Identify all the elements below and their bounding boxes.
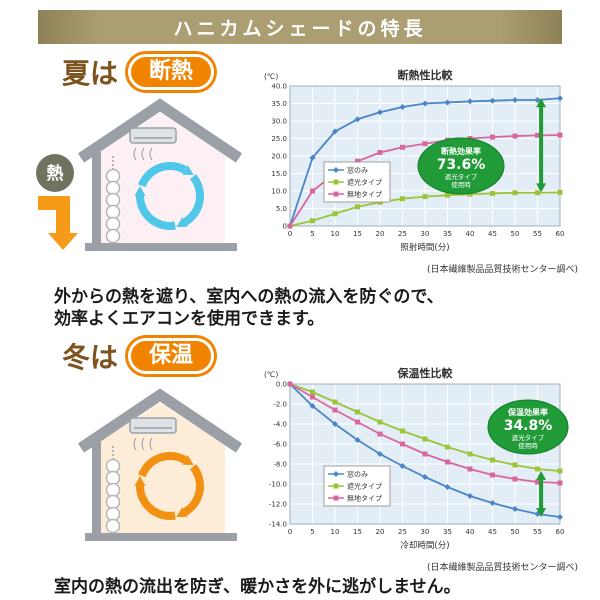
heat-label: 熱 (47, 163, 64, 184)
summer-label: 夏は (62, 57, 119, 90)
chart-source: (日本繊維製品品質技術センター調べ) (426, 265, 578, 275)
page-title: ハニカムシェードの特長 (173, 17, 427, 40)
effect-rate-badge (417, 137, 505, 195)
heat-arrow-icon (38, 196, 78, 250)
svg-text:0.0: 0.0 (276, 381, 287, 389)
insulation-comparison-chart: 断熱性比較 (℃) 0 5.0 10.0 15.0 20.0 25.0 30.0 35.0 40.0… (264, 68, 565, 253)
svg-text:5.0: 5.0 (276, 205, 287, 213)
svg-text:窓のみ: 窓のみ (347, 470, 368, 479)
air-conditioner-icon (129, 417, 177, 451)
svg-text:遮光タイプ: 遮光タイプ (347, 482, 382, 491)
svg-text:0: 0 (288, 230, 292, 238)
winter-description: 室内の熱の流出を防ぎ、暖かさを外に逃がしません。 (54, 576, 461, 598)
svg-text:40: 40 (466, 230, 475, 238)
svg-text:35: 35 (443, 528, 452, 536)
svg-text:10: 10 (331, 528, 340, 536)
svg-text:-8.0: -8.0 (273, 461, 287, 469)
svg-text:5: 5 (310, 528, 314, 536)
svg-text:30: 30 (421, 528, 430, 536)
svg-text:遮光タイプ: 遮光タイプ (347, 178, 382, 187)
svg-text:10: 10 (331, 230, 340, 238)
svg-text:保温効果率: 保温効果率 (507, 407, 548, 417)
svg-text:冷却時間(分): 冷却時間(分) (400, 540, 449, 551)
svg-text:10.0: 10.0 (271, 188, 287, 196)
summer-description-line: 効率よくエアコンを使用できます。 (54, 309, 325, 330)
summer-insulation-badge: 断熱 (128, 53, 215, 91)
warm-air-cycle-icon (134, 452, 205, 520)
cool-air-cycle-icon (134, 162, 205, 230)
svg-text:20: 20 (376, 528, 385, 536)
svg-text:30.0: 30.0 (271, 118, 287, 126)
house (77, 388, 243, 541)
svg-text:使用時: 使用時 (451, 180, 471, 189)
svg-text:15: 15 (353, 230, 362, 238)
svg-text:20: 20 (376, 230, 385, 238)
svg-text:断熱効果率: 断熱効果率 (441, 146, 481, 156)
svg-text:60: 60 (556, 528, 565, 536)
svg-text:(℃): (℃) (264, 370, 278, 379)
air-conditioner-icon (129, 127, 177, 161)
winter-retention-badge: 保温 (128, 337, 215, 375)
summer-description: 外からの熱を遮り、室内への熱の流入を防ぐので、 効率よくエアコンを使用できます。 (54, 286, 444, 330)
summer-heading: 夏は 断熱 (62, 52, 215, 92)
svg-text:25.0: 25.0 (271, 135, 287, 143)
svg-text:30: 30 (421, 230, 430, 238)
winter-heading: 冬は 保温 (62, 336, 215, 376)
summer-description-line: 外からの熱を遮り、室内への熱の流入を防ぐので、 (54, 287, 444, 307)
svg-text:34.8%: 34.8% (504, 418, 553, 434)
svg-text:55: 55 (533, 230, 542, 238)
svg-text:40.0: 40.0 (271, 83, 287, 91)
svg-text:-14.0: -14.0 (269, 521, 287, 529)
svg-text:無地タイプ: 無地タイプ (347, 190, 382, 199)
svg-text:遮光タイプ: 遮光タイプ (445, 172, 478, 181)
svg-text:50: 50 (511, 528, 520, 536)
page-title-banner: ハニカムシェードの特長 (38, 10, 562, 44)
svg-text:35: 35 (443, 230, 452, 238)
heat-icon: 熱 (36, 154, 74, 192)
retention-comparison-chart: 保温性比較 (℃) 0.0 -2.0 -4.0 -6.0 -8.0 -10.0 -12.0 -14… (264, 366, 569, 551)
svg-text:遮光タイプ: 遮光タイプ (512, 433, 545, 442)
winter-label: 冬は (62, 341, 119, 374)
svg-text:窓のみ: 窓のみ (347, 166, 368, 175)
svg-text:-6.0: -6.0 (273, 441, 287, 449)
svg-text:保温性比較: 保温性比較 (397, 366, 454, 380)
winter-house-illustration (77, 388, 243, 541)
svg-text:55: 55 (533, 528, 542, 536)
svg-text:0: 0 (288, 528, 292, 536)
honeycomb-shade-icon (105, 446, 121, 534)
svg-text:使用時: 使用時 (518, 441, 538, 450)
svg-text:-12.0: -12.0 (269, 501, 287, 509)
svg-text:0: 0 (283, 223, 287, 231)
svg-text:15: 15 (353, 528, 362, 536)
chart-source: (日本繊維製品品質技術センター調べ) (426, 563, 578, 573)
summer-house-illustration: 熱 (36, 98, 243, 251)
svg-text:20.0: 20.0 (271, 153, 287, 161)
svg-text:50: 50 (511, 230, 520, 238)
svg-text:15.0: 15.0 (271, 170, 287, 178)
svg-text:(℃): (℃) (264, 72, 278, 81)
insulation-chart-block: 断熱性比較 (℃) 0 5.0 10.0 15.0 20.0 25.0 30.0 35.0 40.0… (256, 66, 578, 275)
retention-chart-block: 保温性比較 (℃) 0.0 -2.0 -4.0 -6.0 -8.0 -10.0 -12.0 -14… (256, 364, 578, 573)
svg-text:35.0: 35.0 (271, 100, 287, 108)
honeycomb-shade-icon (105, 156, 121, 244)
svg-text:-2.0: -2.0 (273, 401, 287, 409)
svg-text:45: 45 (488, 528, 497, 536)
svg-text:45: 45 (488, 230, 497, 238)
svg-text:5: 5 (310, 230, 314, 238)
svg-text:25: 25 (398, 528, 407, 536)
svg-text:25: 25 (398, 230, 407, 238)
effect-rate-badge (487, 399, 569, 455)
svg-text:-10.0: -10.0 (269, 481, 287, 489)
svg-text:73.6%: 73.6% (437, 157, 486, 173)
svg-text:照射時間(分): 照射時間(分) (400, 242, 449, 253)
winter-description-line: 室内の熱の流出を防ぎ、暖かさを外に逃がしません。 (54, 577, 461, 597)
svg-text:無地タイプ: 無地タイプ (347, 494, 382, 503)
svg-text:60: 60 (556, 230, 565, 238)
house (77, 98, 243, 251)
svg-text:-4.0: -4.0 (273, 421, 287, 429)
svg-text:40: 40 (466, 528, 475, 536)
svg-text:断熱性比較: 断熱性比較 (398, 68, 454, 82)
